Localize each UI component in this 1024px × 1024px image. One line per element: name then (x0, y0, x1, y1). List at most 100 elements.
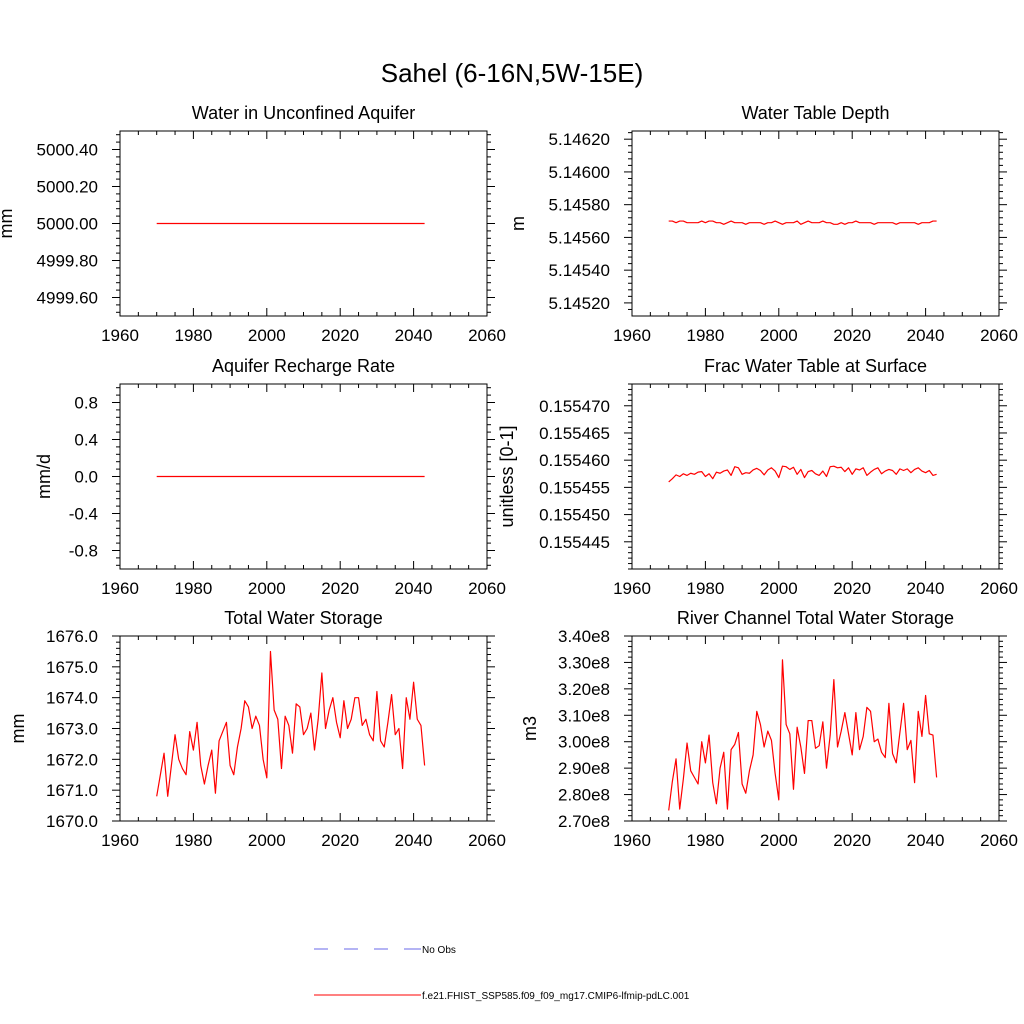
x-tick-label: 2000 (760, 326, 798, 345)
y-tick-label: 5.14560 (549, 228, 610, 247)
x-tick-label: 2020 (321, 579, 359, 598)
plot-frame (631, 130, 1000, 317)
y-tick-label: 3.20e8 (558, 680, 610, 699)
x-tick-label: 2020 (833, 831, 871, 850)
figure-title: Sahel (6-16N,5W-15E) (381, 58, 644, 88)
legend-obs-label: No Obs (422, 945, 456, 956)
y-tick-label: 3.30e8 (558, 653, 610, 672)
y-tick-label: 0.155450 (539, 506, 610, 525)
x-tick-label: 2020 (833, 579, 871, 598)
y-tick-label: 0.8 (74, 394, 98, 413)
panel-title: Frac Water Table at Surface (704, 356, 927, 376)
x-tick-label: 1960 (613, 831, 651, 850)
y-tick-label: 1671.0 (46, 781, 98, 800)
y-tick-label: 1673.0 (46, 720, 98, 739)
x-tick-label: 2060 (468, 579, 506, 598)
y-axis-label: mm (0, 209, 16, 239)
chart-panels: Water in Unconfined Aquifer mm 1960 1980 200… (0, 103, 1018, 850)
x-tick-label: 2040 (907, 579, 945, 598)
x-tick-label: 1980 (686, 326, 724, 345)
chart-panel: Total Water Storage mm 1960 1980 2000 2020 204… (8, 608, 506, 850)
plot-frame (631, 383, 1000, 570)
x-tick-label: 1960 (101, 326, 139, 345)
panel-title: Water Table Depth (741, 103, 889, 123)
x-tick-label: 1980 (686, 579, 724, 598)
series-line (668, 465, 937, 483)
y-axis-label: m3 (520, 716, 540, 741)
y-tick-label: 0.155465 (539, 424, 610, 443)
y-tick-label: 0.155460 (539, 451, 610, 470)
y-tick-label: 1676.0 (46, 627, 98, 646)
x-tick-label: 2040 (395, 326, 433, 345)
y-tick-label: 3.40e8 (558, 627, 610, 646)
y-tick-label: 0.155445 (539, 533, 610, 552)
x-tick-label: 2000 (760, 831, 798, 850)
x-tick-label: 2000 (248, 579, 286, 598)
series-line (668, 220, 937, 225)
y-axis-label: mm (8, 714, 28, 744)
y-tick-label: 0.155470 (539, 397, 610, 416)
x-tick-label: 2040 (907, 831, 945, 850)
x-tick-label: 1960 (101, 831, 139, 850)
x-tick-label: 1960 (613, 579, 651, 598)
y-tick-label: 1674.0 (46, 689, 98, 708)
plot-frame (119, 635, 488, 822)
y-tick-label: -0.4 (69, 505, 98, 524)
chart-panel: Water in Unconfined Aquifer mm 1960 1980 200… (0, 103, 506, 345)
x-tick-label: 2060 (468, 831, 506, 850)
plot-frame (631, 635, 1000, 822)
panel-title: River Channel Total Water Storage (677, 608, 954, 628)
y-tick-label: 0.155455 (539, 478, 610, 497)
y-tick-label: 1672.0 (46, 750, 98, 769)
y-tick-label: 3.00e8 (558, 733, 610, 752)
x-tick-label: 1980 (174, 326, 212, 345)
y-tick-label: 4999.80 (37, 252, 98, 271)
y-tick-label: 5000.40 (37, 141, 98, 160)
y-tick-label: 5.14520 (549, 294, 610, 313)
panel-title: Total Water Storage (224, 608, 382, 628)
chart-panel: Frac Water Table at Surface unitless [0-1… (497, 356, 1018, 598)
y-tick-label: 0.4 (74, 431, 98, 450)
chart-panel: Aquifer Recharge Rate mm/d 1960 1980 2000 202… (34, 356, 506, 598)
x-tick-label: 2040 (395, 579, 433, 598)
x-tick-label: 2000 (248, 326, 286, 345)
chart-panel: River Channel Total Water Storage m3 1960 1… (520, 608, 1018, 850)
x-tick-label: 1960 (101, 579, 139, 598)
y-tick-label: 5.14540 (549, 261, 610, 280)
chart-panel: Water Table Depth m 1960 1980 2000 2020 2040 20… (508, 103, 1018, 345)
x-tick-label: 2020 (833, 326, 871, 345)
y-tick-label: 5.14600 (549, 163, 610, 182)
legend-model-label: f.e21.FHIST_SSP585.f09_f09_mg17.CMIP6-lf… (422, 991, 690, 1002)
x-tick-label: 2040 (395, 831, 433, 850)
y-tick-label: -0.8 (69, 542, 98, 561)
y-tick-label: 5000.20 (37, 178, 98, 197)
x-tick-label: 2020 (321, 326, 359, 345)
y-tick-label: 1670.0 (46, 812, 98, 831)
x-tick-label: 2000 (248, 831, 286, 850)
y-tick-label: 2.80e8 (558, 786, 610, 805)
x-tick-label: 1980 (174, 831, 212, 850)
y-tick-label: 2.70e8 (558, 812, 610, 831)
y-tick-label: 3.10e8 (558, 706, 610, 725)
y-axis-label: unitless [0-1] (497, 425, 517, 527)
x-tick-label: 1960 (613, 326, 651, 345)
x-tick-label: 2000 (760, 579, 798, 598)
legend: No Obs f.e21.FHIST_SSP585.f09_f09_mg17.C… (314, 945, 690, 1002)
x-tick-label: 1980 (174, 579, 212, 598)
y-tick-label: 0.0 (74, 468, 98, 487)
y-axis-label: m (508, 216, 528, 231)
x-tick-label: 2060 (468, 326, 506, 345)
x-tick-label: 2020 (321, 831, 359, 850)
series-line (668, 659, 938, 811)
y-tick-label: 4999.60 (37, 289, 98, 308)
series-line (156, 650, 426, 797)
y-tick-label: 5000.00 (37, 215, 98, 234)
panel-title: Water in Unconfined Aquifer (192, 103, 415, 123)
x-tick-label: 2060 (980, 579, 1018, 598)
y-tick-label: 5.14620 (549, 130, 610, 149)
x-tick-label: 2060 (980, 831, 1018, 850)
x-tick-label: 1980 (686, 831, 724, 850)
y-tick-label: 2.90e8 (558, 759, 610, 778)
y-axis-label: mm/d (34, 454, 54, 499)
